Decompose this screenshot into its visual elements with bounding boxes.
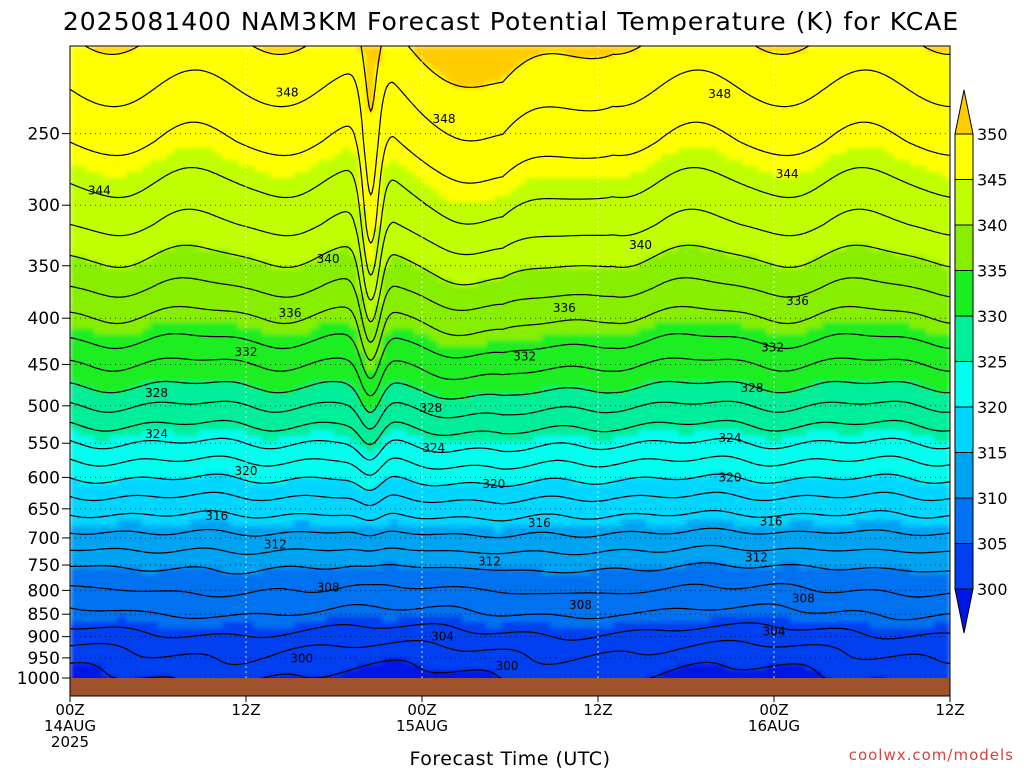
y-tick-label: 1000 xyxy=(17,669,60,689)
contour-label: 336 xyxy=(279,306,302,320)
y-tick-label: 450 xyxy=(28,355,60,375)
y-tick-label: 800 xyxy=(28,581,60,601)
x-tick-label: 12Z xyxy=(935,701,964,719)
chart-title: 2025081400 NAM3KM Forecast Potential Tem… xyxy=(63,7,959,36)
contour-label: 316 xyxy=(205,509,228,523)
x-tick-label: 00Z xyxy=(55,701,84,719)
colorbar-tick-label: 340 xyxy=(977,216,1008,235)
x-tick-label: 00Z xyxy=(407,701,436,719)
y-tick-label: 900 xyxy=(28,628,60,648)
colorbar-tick-label: 345 xyxy=(977,171,1008,190)
contour-label: 332 xyxy=(235,345,258,359)
y-tick-label: 650 xyxy=(28,500,60,520)
x-tick-label: 14AUG xyxy=(44,717,96,735)
contour-label: 300 xyxy=(496,659,519,673)
contour-label: 328 xyxy=(419,401,442,415)
contour-label: 340 xyxy=(629,238,652,252)
contour-label: 328 xyxy=(145,386,168,400)
y-tick-label: 300 xyxy=(28,196,60,216)
contour-label: 336 xyxy=(553,301,576,315)
colorbar-tick-label: 330 xyxy=(977,307,1008,326)
x-tick-label: 16AUG xyxy=(748,717,800,735)
contour-label: 316 xyxy=(760,514,783,528)
colorbar: 300 305 310 315 320 325 330 335 340 345 350 xyxy=(954,89,1008,634)
x-axis-label: Forecast Time (UTC) xyxy=(410,748,611,768)
contour-label: 304 xyxy=(763,624,786,638)
x-tick-label: 2025 xyxy=(51,733,89,751)
contour-label: 308 xyxy=(569,598,592,612)
plot-frame xyxy=(69,45,951,697)
contour-label: 324 xyxy=(145,427,168,441)
contour-label: 304 xyxy=(431,630,454,644)
contour-label: 328 xyxy=(741,381,764,395)
x-tick-label: 15AUG xyxy=(396,717,448,735)
y-tick-label: 350 xyxy=(28,257,60,277)
contour-label: 324 xyxy=(719,431,742,445)
x-tick-label: 00Z xyxy=(759,701,788,719)
y-tick-label: 850 xyxy=(28,605,60,625)
y-tick-label: 550 xyxy=(28,434,60,454)
contour-label: 336 xyxy=(786,294,809,308)
y-tick-label: 250 xyxy=(28,125,60,145)
y-tick-label: 700 xyxy=(28,529,60,549)
contour-label: 332 xyxy=(513,350,536,364)
contour-label: 312 xyxy=(264,538,287,552)
contour-labels: 348 348 348 344 344 340 340 336 336 336 332 332 332 3… xyxy=(88,85,815,673)
contour-label: 324 xyxy=(422,441,445,455)
contour-label: 344 xyxy=(88,184,111,198)
colorbar-tick-label: 315 xyxy=(977,444,1008,463)
contour-label: 340 xyxy=(317,252,340,266)
y-tick-label: 500 xyxy=(28,397,60,417)
y-tick-label: 600 xyxy=(28,468,60,488)
colorbar-tick-label: 350 xyxy=(977,125,1008,144)
y-tick-label: 950 xyxy=(28,649,60,669)
contour-label: 308 xyxy=(792,592,815,606)
contour-label: 320 xyxy=(235,464,258,478)
y-tick-label: 750 xyxy=(28,556,60,576)
contour-label: 332 xyxy=(761,340,784,354)
contour-label: 308 xyxy=(317,580,340,594)
contour-lines xyxy=(70,46,950,678)
contour-label: 348 xyxy=(433,112,456,126)
contour-label: 300 xyxy=(290,652,313,666)
ground-bar xyxy=(70,678,950,696)
colorbar-tick-label: 310 xyxy=(977,489,1008,508)
colorbar-tick-label: 305 xyxy=(977,535,1008,554)
contour-label: 312 xyxy=(478,554,501,568)
contour-label: 320 xyxy=(482,477,505,491)
colorbar-tick-label: 325 xyxy=(977,353,1008,372)
contour-label: 348 xyxy=(276,85,299,99)
colorbar-tick-label: 320 xyxy=(977,398,1008,417)
y-axis-ticks: 250 300 350 400 450 500 550 600 650 700 750 800 850 9… xyxy=(17,125,70,689)
contour-label: 316 xyxy=(528,516,551,530)
contour-label: 348 xyxy=(708,87,731,101)
colorbar-tick-label: 335 xyxy=(977,262,1008,281)
contour-label: 320 xyxy=(719,470,742,484)
credit-text[interactable]: coolwx.com/models xyxy=(849,746,1014,764)
contour-label: 312 xyxy=(745,551,768,565)
x-tick-label: 12Z xyxy=(583,701,612,719)
colorbar-tick-label: 300 xyxy=(977,580,1008,599)
contour-label: 344 xyxy=(776,167,799,181)
y-tick-label: 400 xyxy=(28,309,60,329)
x-tick-label: 12Z xyxy=(231,701,260,719)
